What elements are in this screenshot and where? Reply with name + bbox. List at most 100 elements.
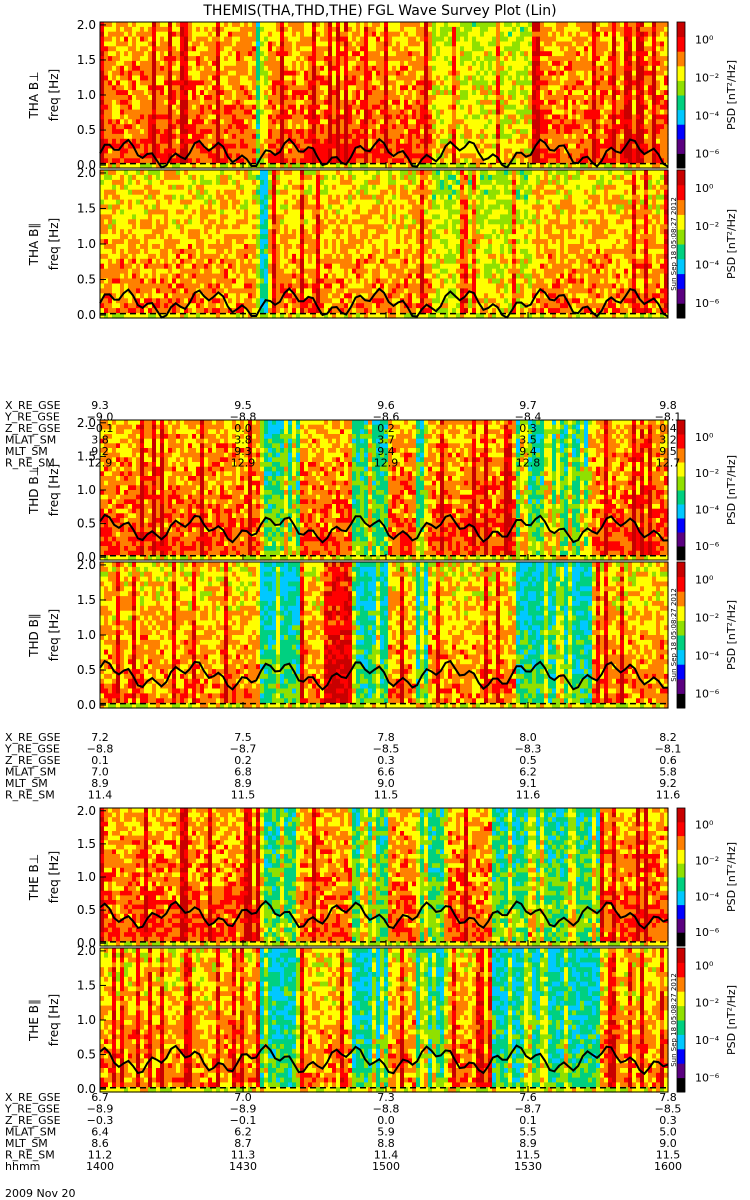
ephem-value: 9.1: [519, 777, 537, 790]
colorbar-tick-label: 10⁰: [695, 574, 714, 587]
colorbar-label: PSD [nT²/Hz]: [725, 985, 738, 1055]
gyrofrequency-trace: [99, 513, 669, 544]
ephem-value: −8.8: [373, 1103, 400, 1116]
colorbar: 10⁰ 10⁻² 10⁻⁴ 10⁻⁶ PSD [nT²/Hz] Sun Sep 18 05…: [670, 169, 738, 319]
ephem-value: 5.9: [377, 1126, 395, 1139]
ephem-value: −8.7: [515, 1103, 542, 1116]
panel-ylabel: THE B⊥: [27, 854, 41, 901]
ephem-value: 6.6: [377, 766, 395, 779]
y-tick-label: 0.5: [77, 273, 96, 287]
ephem-value: −8.5: [655, 1103, 682, 1116]
ephem-row-name: R_RE_SM: [5, 457, 55, 470]
y-tick-label: 1.0: [77, 870, 96, 884]
ephem-value: 6.7: [91, 1091, 109, 1104]
panel-yunit: freq [Hz]: [47, 994, 61, 1046]
ephem-value: 3.8: [234, 434, 252, 447]
ephem-value: −8.3: [515, 743, 542, 756]
colorbar-tick-label: 10⁻⁶: [695, 540, 720, 553]
ephem-value: 0.2: [234, 754, 252, 767]
ephem-value: 6.8: [234, 766, 252, 779]
ephem-value: −8.5: [373, 743, 400, 756]
ephem-row-name: Z_RE_GSE: [5, 422, 61, 435]
ephem-value: 11.6: [516, 789, 541, 802]
ephem-value: 5.0: [659, 1126, 677, 1139]
y-tick-label: 1.0: [77, 1013, 96, 1027]
panel-ylabel: THD B⊥: [27, 466, 41, 515]
ephem-value: 12.8: [516, 457, 541, 470]
ephem-row-name: X_RE_GSE: [5, 1091, 61, 1104]
ephem-value: 0.0: [377, 1114, 395, 1127]
ephem-row-name: MLAT_SM: [5, 434, 56, 447]
ephem-value: 6.4: [91, 1126, 109, 1139]
colorbar-label: PSD [nT²/Hz]: [725, 60, 738, 130]
y-tick-label: 0.5: [77, 903, 96, 917]
y-tick-label: 1.5: [77, 593, 96, 607]
colorbar-tick-label: 10⁻²: [695, 854, 719, 867]
ephem-value: −8.4: [515, 411, 542, 424]
colorbar-tick-label: 10⁰: [695, 34, 714, 47]
colorbar-tick-label: 10⁰: [695, 959, 714, 972]
ephem-value: 0.6: [659, 754, 677, 767]
ephem-value: 8.6: [91, 1137, 109, 1150]
colorbar-tick-label: 10⁻²: [695, 71, 719, 84]
colorbar-tick-label: 10⁻⁴: [695, 259, 720, 272]
y-tick-label: 1.0: [77, 483, 96, 497]
ephem-value: 3.2: [659, 434, 677, 447]
ephem-value: 12.9: [231, 457, 256, 470]
ephem-row-name: Z_RE_GSE: [5, 754, 61, 767]
colorbar-tick-label: 10⁰: [695, 182, 714, 195]
ephemeris-tables: X_RE_GSE 9.3 9.5 9.6 9.7 9.8 Y_RE_GSE −9.0 −8.8 −…: [4, 399, 682, 1173]
ephem-value: −8.9: [87, 1103, 114, 1116]
ephem-value: 11.5: [374, 789, 399, 802]
spectrogram-panel: 2.0 1.5 1.0 0.5 0.0 THE B∥ freq [Hz] 10⁰ 10⁻² 10⁻…: [27, 944, 738, 1096]
ephem-value: 11.4: [374, 1149, 399, 1162]
colorbar-tick-label: 10⁻²: [695, 220, 719, 233]
panel-ylabel: THA B∥: [27, 223, 41, 267]
colorbar-tick-label: 10⁻⁶: [695, 1072, 720, 1085]
ephem-value: 7.0: [91, 766, 109, 779]
y-tick-label: 2.0: [77, 804, 96, 818]
spectrogram-panels: 2.0 1.5 1.0 0.5 0.0 THA B⊥ freq [Hz] 10⁰ 10⁻² 10⁻…: [27, 18, 738, 1096]
ephem-row-name: MLT_SM: [5, 445, 48, 458]
ephem-value: 9.2: [91, 445, 109, 458]
ephem-value: 5.5: [519, 1126, 537, 1139]
ephem-row-name: MLT_SM: [5, 1137, 48, 1150]
colorbar-tick-label: 10⁻²: [695, 997, 719, 1010]
ephem-value: 9.8: [659, 399, 677, 412]
ephem-row-name: MLT_SM: [5, 777, 48, 790]
ephem-value: 7.3: [377, 1091, 395, 1104]
ephem-value: 6.2: [234, 1126, 252, 1139]
y-tick-label: 1.5: [77, 201, 96, 215]
spectrogram-panel: 2.0 1.5 1.0 0.5 0.0 THE B⊥ freq [Hz] 10⁰ 10⁻² 10⁻…: [27, 804, 738, 950]
gyrofrequency-trace: [99, 1043, 669, 1076]
ephem-value: 9.2: [659, 777, 677, 790]
y-tick-label: 0.5: [77, 123, 96, 137]
panel-yunit: freq [Hz]: [47, 69, 61, 121]
ephem-value: 8.7: [234, 1137, 252, 1150]
ephem-value: 12.9: [374, 457, 399, 470]
ephem-row-name: MLAT_SM: [5, 766, 56, 779]
ephem-value: 8.9: [519, 1137, 537, 1150]
probe-tha: 2.0 1.5 1.0 0.5 0.0 THA B⊥ freq [Hz] 10⁰ 10⁻² 10⁻…: [27, 18, 738, 322]
ephem-value: −8.6: [373, 411, 400, 424]
ephem-value: 11.2: [88, 1149, 113, 1162]
ephem-value: 5.8: [659, 766, 677, 779]
colorbar: 10⁰ 10⁻² 10⁻⁴ 10⁻⁶ PSD [nT²/Hz]: [676, 21, 738, 169]
ephem-value: −8.7: [230, 743, 257, 756]
ephem-row-name: R_RE_SM: [5, 789, 55, 802]
colorbar-tick-label: 10⁻⁴: [695, 649, 720, 662]
timestamp-stamp: Sun Sep 18 05:08:27 2012: [670, 588, 678, 682]
ephem-value: 9.4: [377, 445, 395, 458]
ephem-value: 8.0: [519, 731, 537, 744]
ephem-value: 1430: [229, 1160, 257, 1173]
colorbar-tick-label: 10⁻⁶: [695, 687, 720, 700]
ephem-value: 11.5: [231, 789, 256, 802]
gyrofrequency-trace: [99, 899, 669, 930]
ephem-value: 0.1: [519, 1114, 537, 1127]
colorbar-tick-label: 10⁻⁴: [695, 1034, 720, 1047]
ephem-value: 0.3: [659, 1114, 677, 1127]
probe-thd: 2.0 1.5 1.0 0.5 0.0 THD B⊥ freq [Hz] 10⁰ 10⁻² 10⁻…: [27, 416, 738, 712]
ephem-value: 9.5: [234, 399, 252, 412]
y-tick-label: 2.0: [77, 416, 96, 430]
colorbar-label: PSD [nT²/Hz]: [725, 842, 738, 912]
